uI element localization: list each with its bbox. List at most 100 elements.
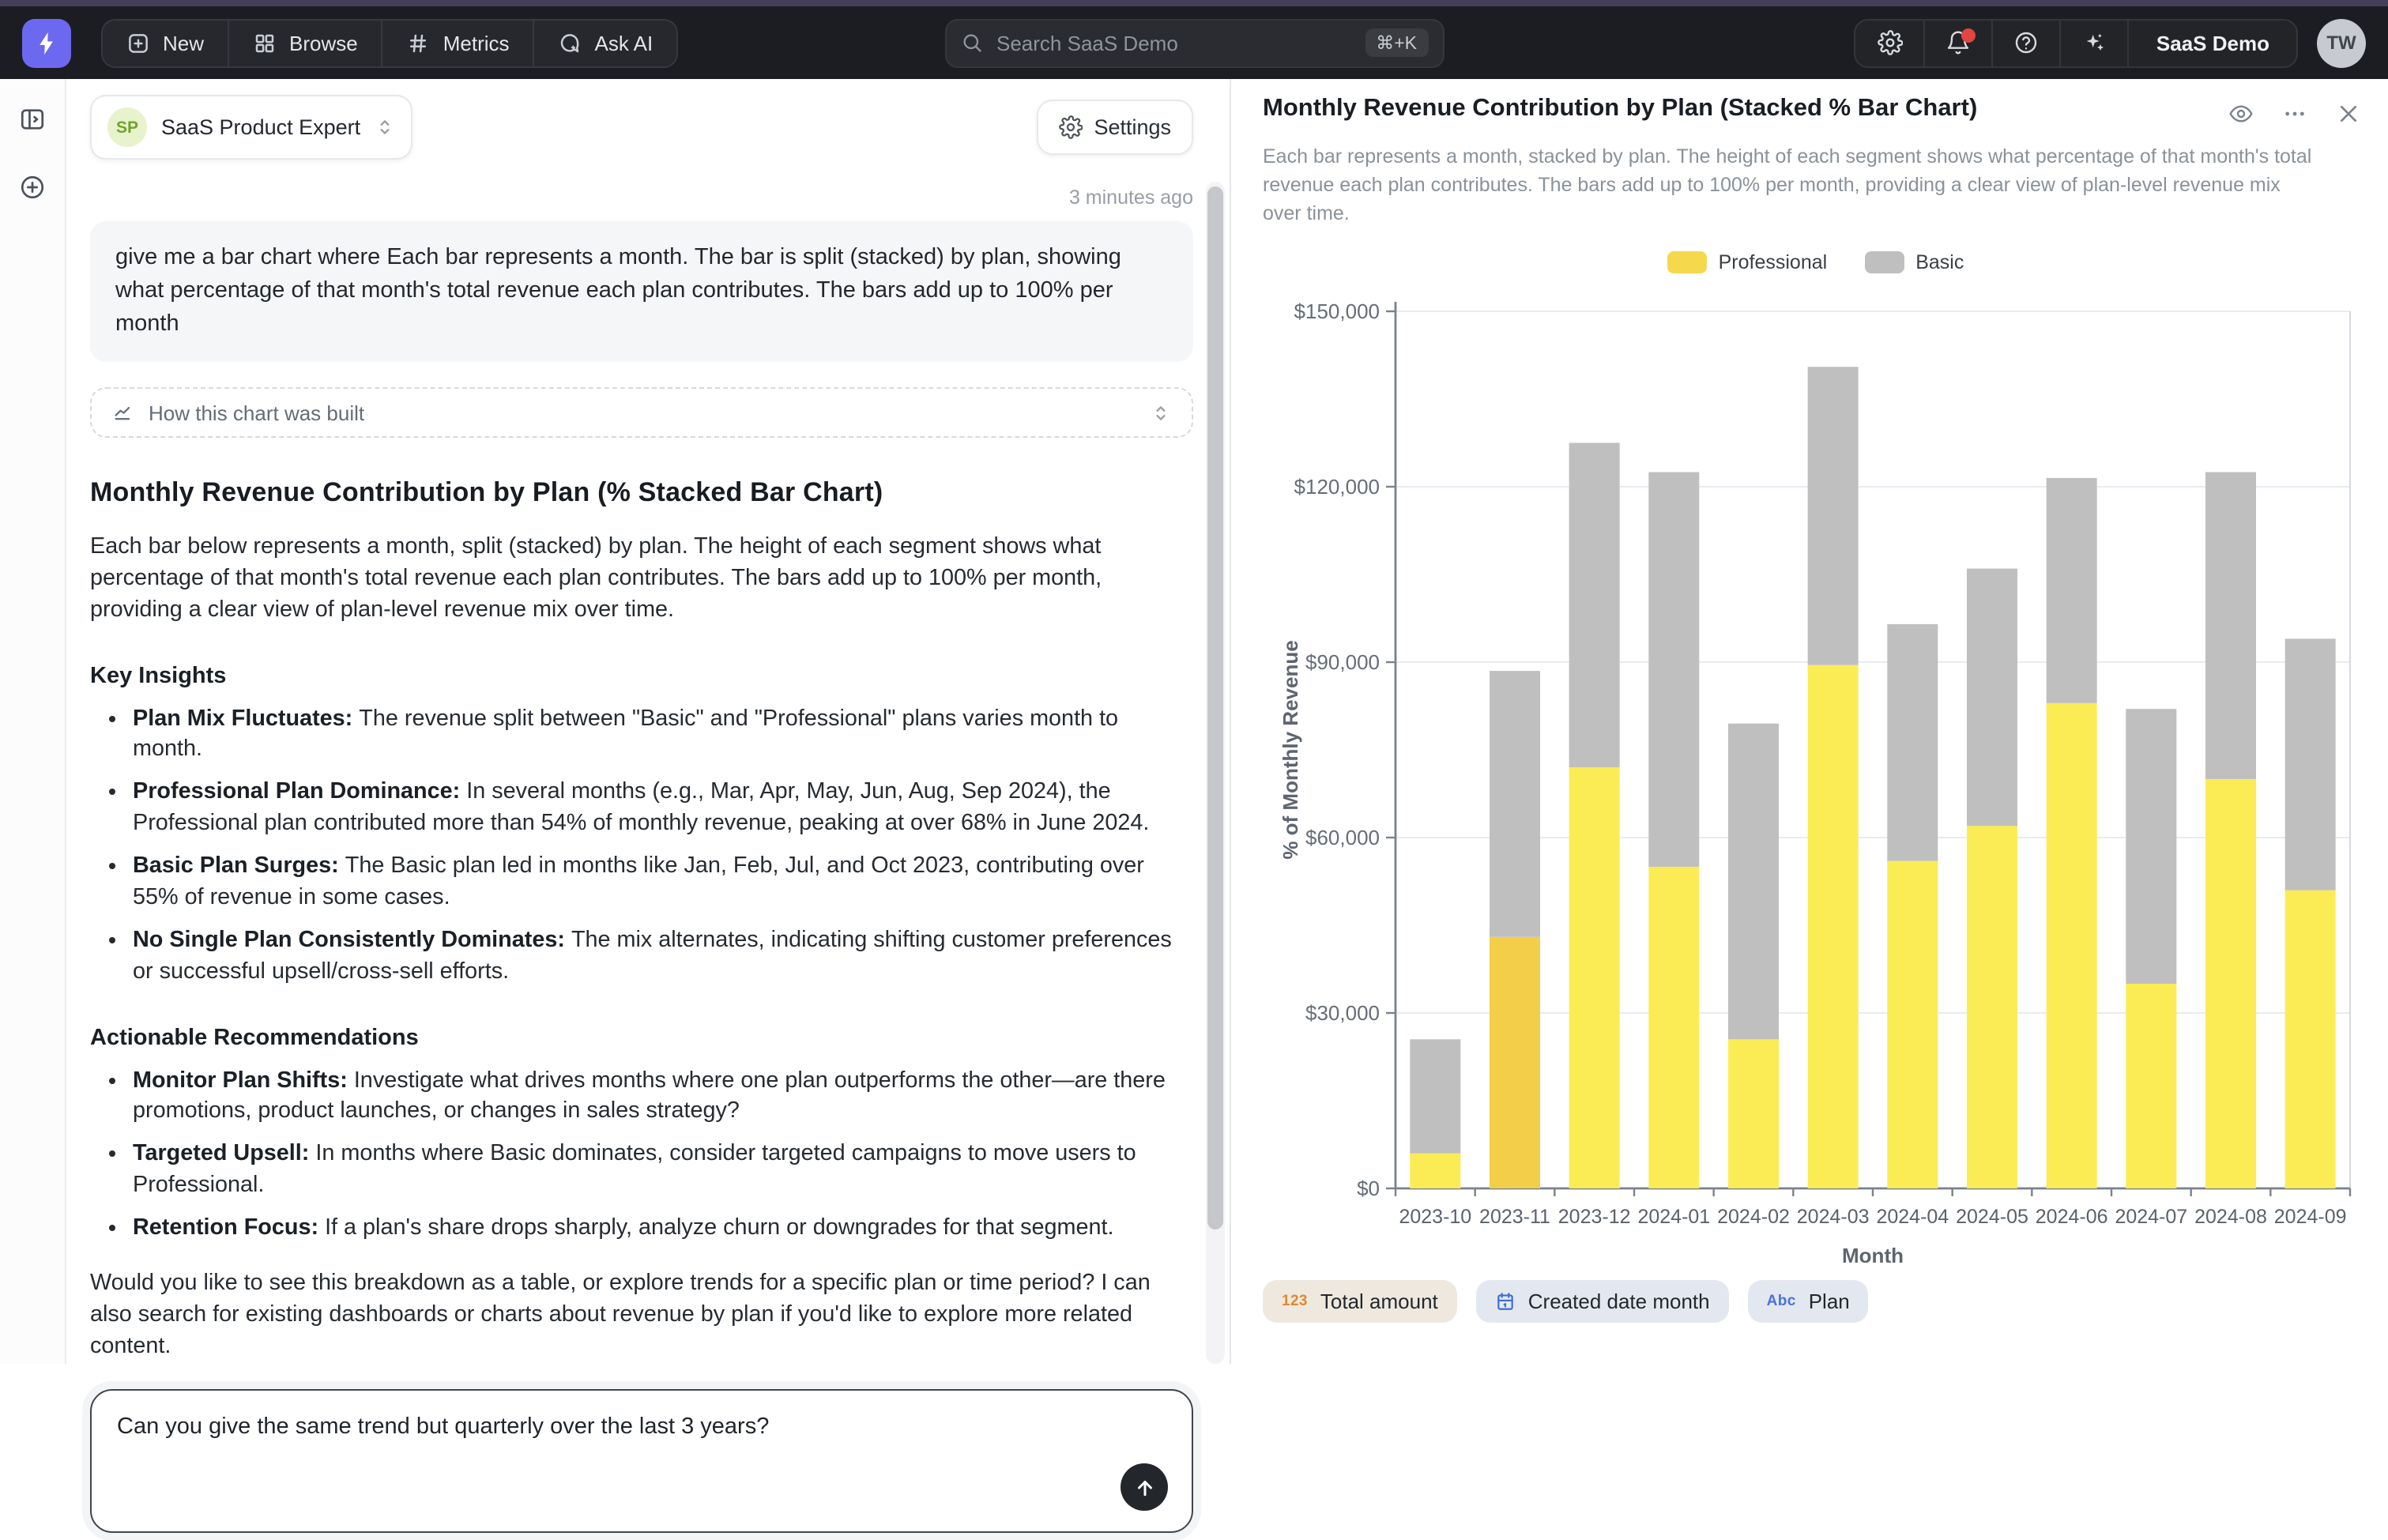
x-tick-label: 2024-08 <box>2194 1207 2267 1229</box>
insights-heading: Key Insights <box>90 663 1193 688</box>
bar-segment-professional[interactable] <box>2047 704 2097 1189</box>
bullet-item: Monitor Plan Shifts: Investigate what dr… <box>133 1066 1193 1129</box>
top-navbar: New Browse Metrics Ask AI Search SaaS De… <box>0 6 2388 79</box>
y-axis-title: % of Monthly Revenue <box>1279 641 1302 860</box>
workspace-name[interactable]: SaaS Demo <box>2128 20 2296 66</box>
chat-scrollbar-thumb[interactable] <box>1207 186 1223 1229</box>
x-tick-label: 2024-02 <box>1717 1207 1790 1229</box>
chart-legend: Professional Basic <box>1263 252 2369 274</box>
chart-panel-title: Monthly Revenue Contribution by Plan (St… <box>1263 95 1977 123</box>
bar-segment-basic[interactable] <box>1808 367 1859 665</box>
agent-name: SaaS Product Expert <box>161 115 360 139</box>
y-tick-label: $120,000 <box>1294 476 1380 499</box>
response-closing: Would you like to see this breakdown as … <box>90 1267 1193 1363</box>
field-plan[interactable]: Abc Plan <box>1748 1281 1869 1323</box>
gear-icon <box>1059 115 1083 139</box>
calendar-icon <box>1495 1292 1516 1312</box>
user-avatar[interactable]: TW <box>2317 18 2366 67</box>
agent-selector[interactable]: SP SaaS Product Expert <box>90 95 412 160</box>
legend-item-professional[interactable]: Professional <box>1668 252 1828 274</box>
bar-segment-basic[interactable] <box>2205 473 2256 780</box>
left-rail <box>0 79 66 1364</box>
bar-segment-professional[interactable] <box>1569 768 1620 1189</box>
bar-segment-basic[interactable] <box>2126 710 2176 985</box>
x-tick-label: 2024-09 <box>2274 1207 2347 1229</box>
more-options-button[interactable] <box>2276 95 2314 133</box>
bar-segment-professional[interactable] <box>1887 861 1938 1188</box>
bullet-item: Basic Plan Surges: The Basic plan led in… <box>133 852 1193 915</box>
bar-segment-basic[interactable] <box>1648 473 1699 868</box>
chat-input[interactable] <box>92 1391 1192 1532</box>
y-tick-label: $30,000 <box>1305 1002 1380 1026</box>
ask-ai-button[interactable]: Ask AI <box>533 20 677 66</box>
bar-segment-professional[interactable] <box>2205 780 2256 1189</box>
bar-segment-professional[interactable] <box>2126 985 2176 1189</box>
browse-button[interactable]: Browse <box>228 20 382 66</box>
ai-assistant-button[interactable] <box>2060 20 2128 66</box>
app-logo[interactable] <box>22 18 71 67</box>
x-tick-label: 2024-01 <box>1637 1207 1710 1229</box>
global-search-input[interactable]: Search SaaS Demo ⌘+K <box>944 18 1444 67</box>
user-message-bubble: give me a bar chart where Each bar repre… <box>90 221 1193 362</box>
bar-segment-professional[interactable] <box>2285 890 2336 1188</box>
insights-list: Plan Mix Fluctuates: The revenue split b… <box>90 704 1193 988</box>
bar-segment-basic[interactable] <box>1410 1040 1460 1154</box>
y-tick-label: $0 <box>1357 1177 1380 1201</box>
x-tick-label: 2024-07 <box>2115 1207 2187 1229</box>
bar-segment-professional[interactable] <box>1728 1040 1779 1189</box>
gear-icon <box>1878 30 1903 55</box>
chat-scrollbar[interactable] <box>1206 182 1225 1364</box>
bar-segment-basic[interactable] <box>1967 569 2017 826</box>
chat-sparkle-icon <box>559 31 582 55</box>
settings-label: Settings <box>1094 115 1171 139</box>
bar-segment-basic[interactable] <box>2047 479 2097 704</box>
bullet-item: No Single Plan Consistently Dominates: T… <box>133 926 1193 989</box>
bar-segment-professional[interactable] <box>1808 665 1859 1188</box>
window-top-strip <box>0 0 2388 6</box>
chat-header: SP SaaS Product Expert Settings <box>90 95 1193 160</box>
expand-sidebar-button[interactable] <box>13 100 51 137</box>
response-intro: Each bar below represents a month, split… <box>90 531 1193 627</box>
legend-swatch-professional <box>1668 252 1708 274</box>
legend-item-basic[interactable]: Basic <box>1865 252 1964 274</box>
notification-badge <box>1962 28 1976 42</box>
chart-canvas: $0$30,000$60,000$90,000$120,000$150,0002… <box>1263 281 2369 1263</box>
app-window: New Browse Metrics Ask AI Search SaaS De… <box>0 0 2388 1364</box>
bullet-item: Plan Mix Fluctuates: The revenue split b… <box>133 704 1193 767</box>
bar-segment-professional[interactable] <box>1490 938 1540 1189</box>
x-tick-label: 2023-10 <box>1399 1207 1471 1229</box>
bar-segment-professional[interactable] <box>1967 826 2017 1189</box>
bar-segment-basic[interactable] <box>1728 724 1779 1040</box>
nav-button-group: New Browse Metrics Ask AI <box>101 18 678 67</box>
bar-segment-basic[interactable] <box>1569 443 1620 768</box>
field-label: Created date month <box>1528 1290 1710 1314</box>
field-label: Plan <box>1809 1290 1850 1314</box>
field-total-amount[interactable]: 123 Total amount <box>1263 1281 1457 1323</box>
search-shortcut-badge: ⌘+K <box>1365 28 1428 57</box>
bar-segment-basic[interactable] <box>2285 639 2336 890</box>
new-button[interactable]: New <box>103 20 228 66</box>
new-thread-button[interactable] <box>13 168 51 205</box>
notifications-button[interactable] <box>1924 20 1992 66</box>
close-panel-button[interactable] <box>2330 95 2367 133</box>
bar-segment-basic[interactable] <box>1887 625 1938 862</box>
legend-label-basic: Basic <box>1915 252 1964 274</box>
sparkles-icon <box>2082 30 2107 55</box>
bar-segment-professional[interactable] <box>1648 868 1699 1189</box>
x-axis-title: Month <box>1842 1244 1904 1263</box>
bar-segment-basic[interactable] <box>1490 672 1540 938</box>
agent-settings-button[interactable]: Settings <box>1037 100 1193 155</box>
field-created-date-month[interactable]: Created date month <box>1476 1281 1729 1323</box>
metrics-button[interactable]: Metrics <box>382 20 533 66</box>
how-chart-built-expander[interactable]: How this chart was built <box>90 387 1193 438</box>
panel-expand-icon <box>19 105 46 132</box>
help-button[interactable] <box>1992 20 2060 66</box>
y-tick-label: $90,000 <box>1305 651 1380 675</box>
message-timestamp: 3 minutes ago <box>90 186 1193 209</box>
view-chart-button[interactable] <box>2222 95 2260 133</box>
settings-gear-button[interactable] <box>1856 20 1924 66</box>
bar-segment-professional[interactable] <box>1410 1154 1460 1188</box>
response-title: Monthly Revenue Contribution by Plan (% … <box>90 477 1193 509</box>
recommendations-list: Monitor Plan Shifts: Investigate what dr… <box>90 1066 1193 1245</box>
plus-circle-icon <box>19 173 46 200</box>
